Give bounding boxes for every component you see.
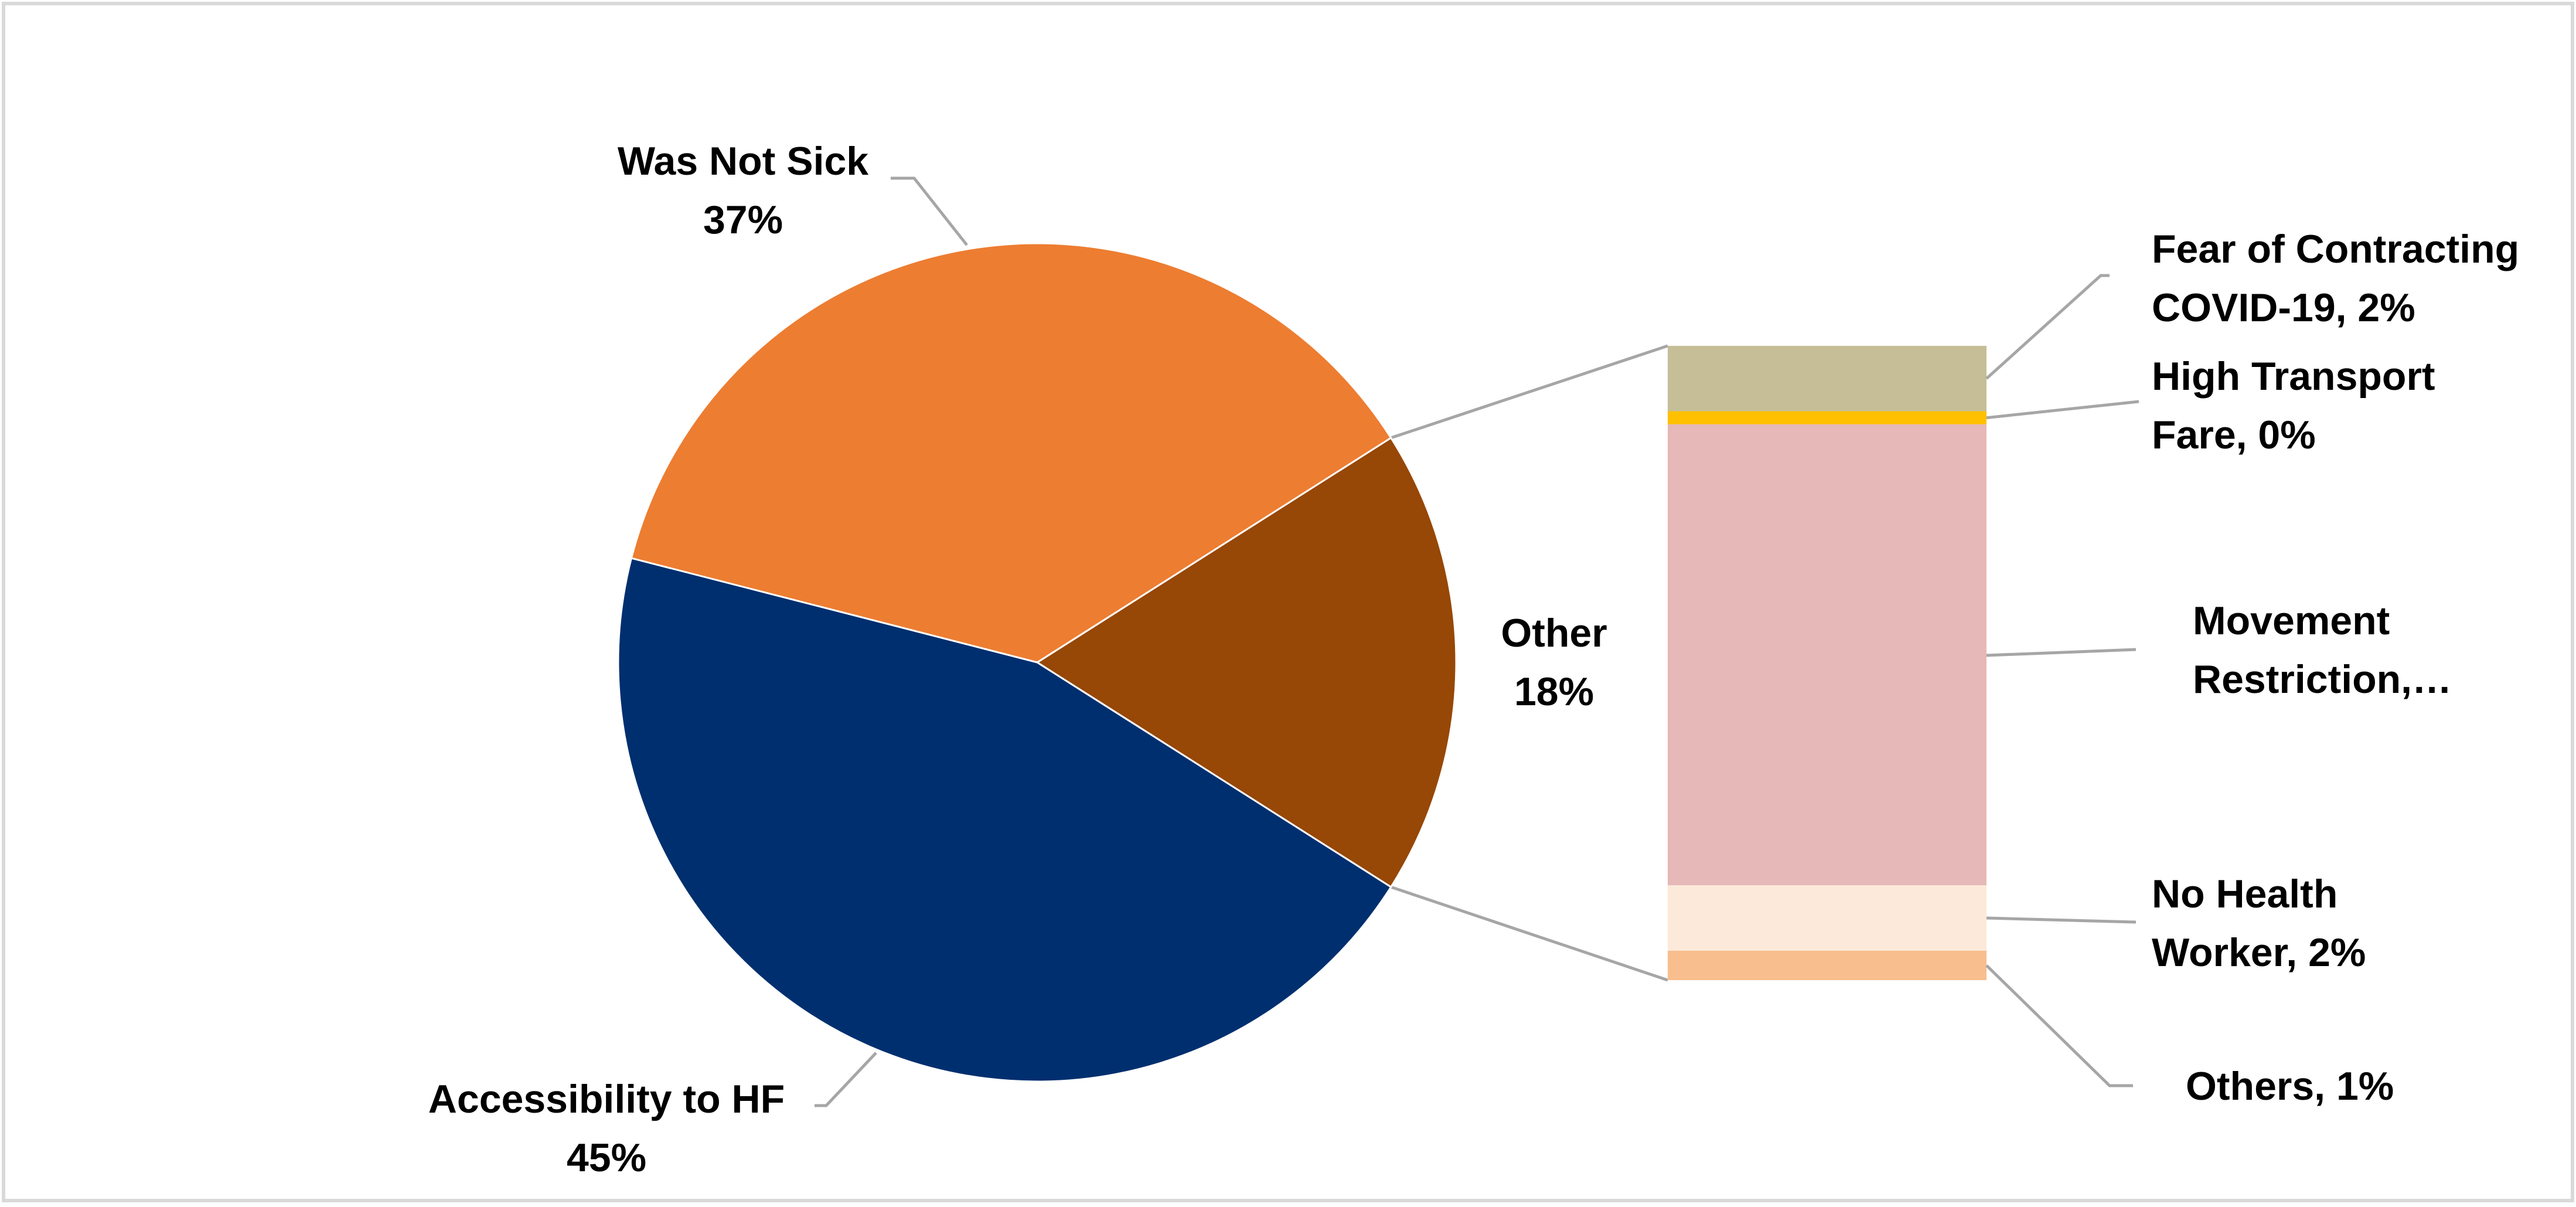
leader-line-high-transport-fare-0 xyxy=(1986,400,2139,420)
connector-line-top xyxy=(1390,344,1668,440)
breakdown-bar xyxy=(1668,346,1986,980)
pie-slice-was-not-sick xyxy=(630,242,1392,664)
bar-label-movement-restriction: Movement Restriction,… xyxy=(2193,599,2452,702)
bar-segment-fear-of-contracting-covid-19-2 xyxy=(1668,346,1986,412)
bar-segment-high-transport-fare-0 xyxy=(1668,411,1986,424)
bar-segment-no-health-worker-2 xyxy=(1668,885,1986,951)
bar-label-no-health-worker-2: No Health Worker, 2% xyxy=(2152,872,2366,975)
connector-lines xyxy=(1390,344,1668,982)
pie-label-other: Other 18% xyxy=(1501,611,1607,714)
data-labels: Was Not Sick 37% Other 18% Accessibility to … xyxy=(428,139,2519,1180)
connector-line-bottom xyxy=(1390,885,1668,982)
pie-slice-other xyxy=(1035,436,1457,889)
leader-line-no-health-worker-2 xyxy=(1986,916,2137,924)
pie-slice-accessibility-to-hf xyxy=(617,557,1392,1083)
pie xyxy=(617,242,1457,1083)
leader-line-accessibility-to-hf xyxy=(815,1052,877,1107)
bar-label-fear-of-contracting-covid-19-2: Fear of Contracting COVID-19, 2% xyxy=(2152,227,2519,330)
pie-label-was-not-sick: Was Not Sick 37% xyxy=(618,139,868,242)
bar-label-high-transport-fare-0: High Transport Fare, 0% xyxy=(2152,354,2435,457)
bar-segment-others-1 xyxy=(1668,950,1986,980)
bar-label-others-1: Others, 1% xyxy=(2186,1064,2394,1109)
pie-label-accessibility-to-hf: Accessibility to HF 45% xyxy=(428,1077,785,1180)
leader-line-was-not-sick xyxy=(891,176,968,246)
leader-lines xyxy=(815,176,2139,1107)
leader-line-fear-of-contracting-covid-19-2 xyxy=(1985,274,2110,380)
leader-line-others-1 xyxy=(1985,964,2133,1087)
bar-segment-movement-restriction xyxy=(1668,424,1986,886)
leader-line-movement-restriction xyxy=(1986,648,2137,657)
